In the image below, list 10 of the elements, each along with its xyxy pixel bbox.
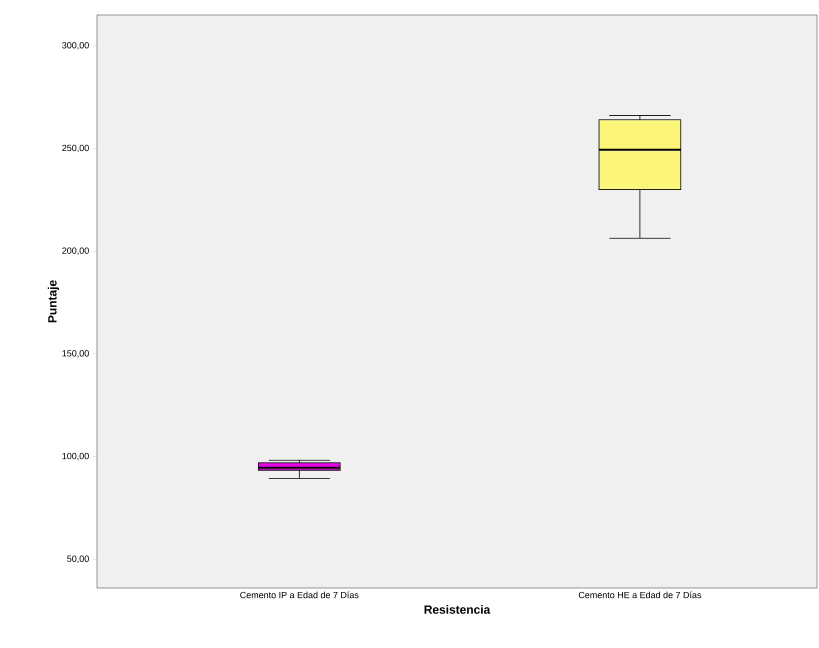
y-tick-label: 150,00 (62, 350, 89, 358)
y-tick-label: 200,00 (62, 247, 89, 255)
y-tick-label: 50,00 (67, 556, 89, 563)
x-axis-title: Resistencia (424, 605, 490, 614)
y-tick-label: 100,00 (62, 452, 89, 460)
x-tick-label: Cemento IP a Edad de 7 Días (240, 592, 359, 598)
y-axis-title: Puntaje (48, 280, 59, 322)
y-tick-label: 250,00 (62, 144, 89, 152)
y-tick-label: 300,00 (62, 42, 89, 50)
x-tick-label: Cemento HE a Edad de 7 Días (578, 592, 702, 598)
